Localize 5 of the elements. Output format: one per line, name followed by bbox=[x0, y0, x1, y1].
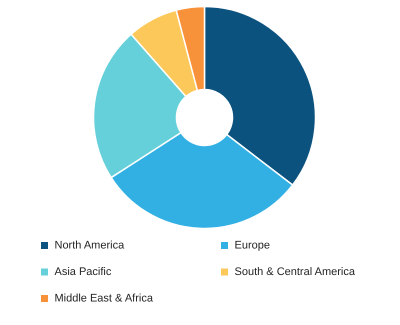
legend-label: Europe bbox=[234, 240, 270, 252]
legend-label: North America bbox=[54, 240, 126, 252]
legend-label: South & Central America bbox=[234, 266, 356, 278]
legend-label: Asia Pacific bbox=[54, 266, 112, 278]
legend-label: Middle East & Africa bbox=[54, 292, 154, 304]
